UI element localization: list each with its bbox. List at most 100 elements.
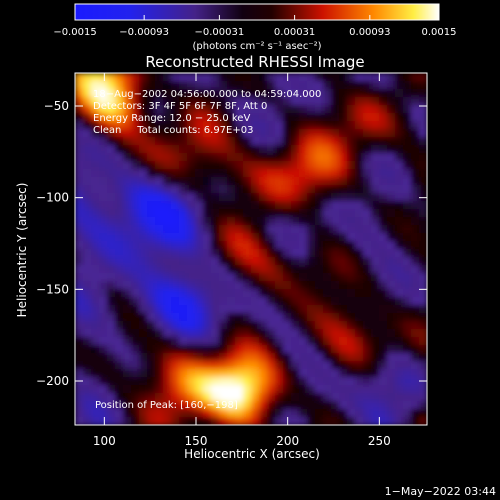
heatmap-cell	[123, 249, 132, 258]
heatmap-cell	[211, 169, 220, 178]
heatmap-cell	[275, 169, 284, 178]
heatmap-cell	[203, 193, 212, 202]
heatmap-cell	[267, 233, 276, 242]
heatmap-cell	[99, 393, 108, 402]
heatmap-cell	[91, 153, 100, 162]
heatmap-cell	[307, 353, 316, 362]
heatmap-cell	[395, 345, 404, 354]
heatmap-cell	[211, 137, 220, 146]
heatmap-cell	[315, 297, 324, 306]
heatmap-cell	[219, 321, 228, 330]
heatmap-cell	[211, 217, 220, 226]
heatmap-cell	[115, 89, 124, 98]
heatmap-cell	[235, 417, 244, 425]
heatmap-cell	[323, 113, 332, 122]
heatmap-cell	[291, 233, 300, 242]
heatmap-cell	[259, 129, 268, 138]
heatmap-cell	[267, 121, 276, 130]
heatmap-cell	[195, 161, 204, 170]
heatmap-cell	[371, 73, 380, 82]
heatmap-cell	[323, 169, 332, 178]
heatmap-cell	[115, 225, 124, 234]
heatmap-cell	[163, 121, 172, 130]
heatmap-cell	[171, 337, 180, 346]
heatmap-cell	[411, 193, 420, 202]
heatmap-cell	[107, 89, 116, 98]
heatmap-cell	[195, 321, 204, 330]
heatmap-cell	[83, 113, 92, 122]
heatmap-cell	[139, 145, 148, 154]
heatmap-cell	[347, 377, 356, 386]
heatmap-cell	[83, 241, 92, 250]
heatmap-cell	[419, 169, 427, 178]
heatmap-cell	[83, 137, 92, 146]
heatmap-cell	[91, 89, 100, 98]
heatmap-cell	[291, 401, 300, 410]
heatmap-cell	[307, 97, 316, 106]
heatmap-cell	[259, 81, 268, 90]
heatmap-cell	[355, 297, 364, 306]
heatmap-cell	[147, 81, 156, 90]
heatmap-cell	[123, 121, 132, 130]
heatmap-cell	[323, 257, 332, 266]
heatmap-cell	[243, 409, 252, 418]
heatmap-cell	[291, 369, 300, 378]
heatmap-cell	[411, 129, 420, 138]
heatmap-cell	[83, 177, 92, 186]
heatmap-cell	[107, 385, 116, 394]
heatmap-cell	[347, 345, 356, 354]
heatmap-cell	[187, 249, 196, 258]
heatmap-cell	[283, 225, 292, 234]
heatmap-cell	[187, 113, 196, 122]
heatmap-cell	[211, 185, 220, 194]
heatmap-cell	[355, 329, 364, 338]
heatmap-cell	[339, 97, 348, 106]
heatmap-cell	[299, 353, 308, 362]
heatmap-cell	[99, 153, 108, 162]
heatmap-cell	[147, 329, 156, 338]
heatmap-cell	[195, 281, 204, 290]
heatmap-cell	[371, 81, 380, 90]
heatmap-cell	[347, 153, 356, 162]
heatmap-cell	[203, 97, 212, 106]
heatmap-cell	[291, 73, 300, 82]
heatmap-cell	[155, 89, 164, 98]
heatmap-cell	[123, 137, 132, 146]
heatmap-cell	[163, 137, 172, 146]
heatmap-cell	[291, 193, 300, 202]
heatmap-cell	[395, 289, 404, 298]
heatmap-cell	[179, 169, 188, 178]
heatmap-cell	[371, 137, 380, 146]
heatmap-cell	[211, 385, 220, 394]
heatmap-cell	[267, 105, 276, 114]
heatmap-cell	[371, 105, 380, 114]
heatmap-cell	[291, 105, 300, 114]
heatmap-cell	[411, 113, 420, 122]
heatmap-cell	[155, 137, 164, 146]
heatmap-cell	[227, 89, 236, 98]
heatmap-cell	[171, 121, 180, 130]
heatmap-cell	[163, 353, 172, 362]
heatmap-cell	[219, 297, 228, 306]
heatmap-cell	[91, 129, 100, 138]
heatmap-cell	[331, 305, 340, 314]
heatmap-cell	[283, 121, 292, 130]
heatmap-cell	[195, 153, 204, 162]
heatmap-cell	[267, 73, 276, 82]
heatmap-cell	[387, 225, 396, 234]
heatmap-cell	[395, 161, 404, 170]
heatmap-cell	[315, 321, 324, 330]
heatmap-cell	[99, 81, 108, 90]
heatmap-cell	[83, 97, 92, 106]
heatmap-cell	[267, 393, 276, 402]
heatmap-cell	[339, 313, 348, 322]
heatmap-cell	[83, 393, 92, 402]
heatmap-cell	[91, 257, 100, 266]
heatmap-cell	[211, 257, 220, 266]
heatmap-cell	[275, 193, 284, 202]
heatmap-cell	[403, 313, 412, 322]
heatmap-cell	[139, 137, 148, 146]
heatmap-cell	[203, 273, 212, 282]
heatmap-cell	[131, 129, 140, 138]
heatmap-cell	[291, 337, 300, 346]
